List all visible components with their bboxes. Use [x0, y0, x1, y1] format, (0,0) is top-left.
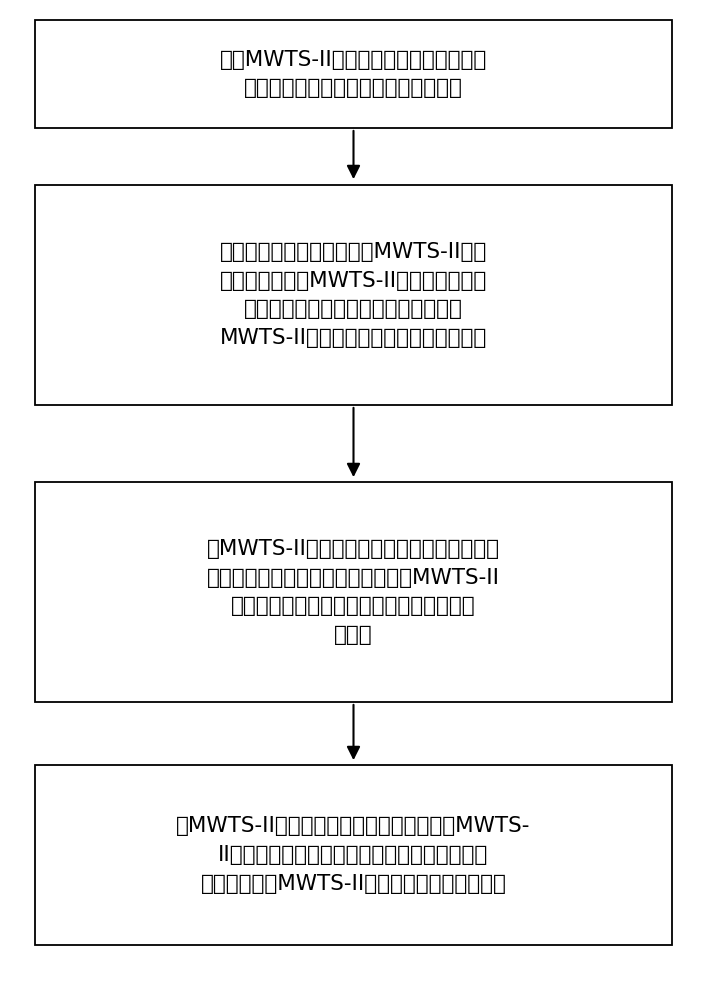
Text: 基于晴空匹配数据集，计算MWTS-II通道
权重函数，根据MWTS-II各通道权重函数
的峰值所在的大气分层的分布规律，为
MWTS-II各通道分别建立晴空调整: 基于晴空匹配数据集，计算MWTS-II通道 权重函数，根据MWTS-II各通道权…: [220, 242, 487, 348]
Text: 建立MWTS-II观测亮温和自然大气数据集
的匹配数据集，并建立晴空匹配数据集: 建立MWTS-II观测亮温和自然大气数据集 的匹配数据集，并建立晴空匹配数据集: [220, 50, 487, 98]
Text: 对MWTS-II各通道的晴空调整数据集进行数据
选择，选择满足选择标准的数据，为MWTS-II
各通道分别建立测试海面气压灵敏性的测试
数据集: 对MWTS-II各通道的晴空调整数据集进行数据 选择，选择满足选择标准的数据，为…: [207, 539, 500, 645]
FancyBboxPatch shape: [35, 20, 672, 128]
FancyBboxPatch shape: [35, 185, 672, 405]
FancyBboxPatch shape: [35, 765, 672, 945]
FancyBboxPatch shape: [35, 482, 672, 702]
Text: 对MWTS-II各通道的测试数据集，分别建立MWTS-
II各通道的测试数据集观测亮温随海面气压的变
化关系，完成MWTS-II对海面气压的灵敏性测试: 对MWTS-II各通道的测试数据集，分别建立MWTS- II各通道的测试数据集观…: [176, 816, 531, 894]
